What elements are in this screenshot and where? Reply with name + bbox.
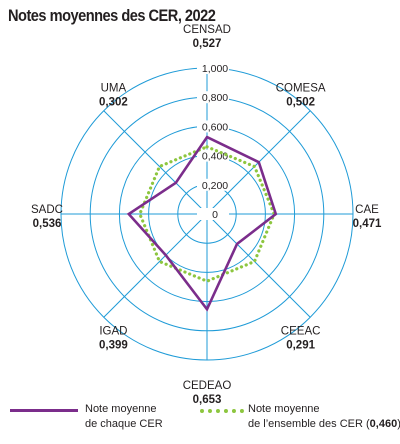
category-value-label: 0,527 bbox=[193, 38, 222, 50]
legend-text: ) bbox=[397, 418, 400, 430]
tick-label-bg bbox=[197, 62, 229, 74]
category-label: IGAD bbox=[99, 326, 127, 338]
category-value-label: 0,502 bbox=[286, 96, 315, 108]
legend-text: de l’ensemble des CER ( bbox=[248, 418, 370, 430]
grid-spoke bbox=[206, 213, 311, 318]
chart-title: Notes moyennes des CER, 2022 bbox=[8, 6, 216, 25]
legend-label-cer: Note moyenne de chaque CER bbox=[85, 402, 163, 432]
grid-spoke bbox=[103, 110, 208, 215]
tick-label-bg bbox=[197, 208, 229, 220]
category-value-label: 0,399 bbox=[99, 340, 128, 352]
legend-line: Note moyenne bbox=[248, 403, 320, 415]
category-label: SADC bbox=[31, 204, 63, 216]
tick-label: 0,400 bbox=[202, 151, 228, 163]
category-label: CENSAD bbox=[183, 24, 231, 36]
category-label: CEEAC bbox=[281, 326, 321, 338]
tick-label-bg bbox=[197, 120, 229, 133]
legend-swatch-dotted bbox=[200, 409, 244, 413]
category-label: CEDEAO bbox=[183, 380, 232, 392]
category-label: COMESA bbox=[276, 82, 326, 94]
tick-label: 0,800 bbox=[202, 92, 228, 104]
tick-label: 0,600 bbox=[202, 121, 228, 133]
series bbox=[126, 135, 278, 312]
category-value-label: 0,653 bbox=[193, 394, 222, 406]
legend-line: de chaque CER bbox=[85, 418, 163, 430]
legend-average-value: 0,460 bbox=[369, 418, 398, 430]
tick-label: 0 bbox=[212, 209, 218, 221]
tick-label-bg bbox=[197, 178, 229, 191]
tick-label: 1,000 bbox=[202, 63, 228, 75]
legend-line: de l’ensemble des CER (0,460) bbox=[248, 417, 400, 432]
grid-spoke bbox=[103, 213, 208, 318]
tick-label-bg bbox=[197, 91, 229, 104]
legend-swatch-solid bbox=[10, 409, 78, 412]
category-label: UMA bbox=[101, 82, 127, 94]
category-labels: CENSAD 0,527 COMESA 0,502 CAE 0,471 CEEAC 0,291… bbox=[31, 24, 382, 406]
tick-label: 0,200 bbox=[202, 180, 228, 192]
category-label: CAE bbox=[355, 204, 379, 216]
tick-labels: 0 0,200 0,400 0,600 0,800 1,000 bbox=[197, 62, 229, 221]
series-line-cer bbox=[126, 135, 278, 312]
legend-line: Note moyenne bbox=[85, 403, 157, 415]
category-value-label: 0,302 bbox=[99, 96, 128, 108]
category-value-label: 0,536 bbox=[33, 218, 62, 230]
legend-label-average: Note moyenne de l’ensemble des CER (0,46… bbox=[248, 402, 400, 432]
series-line-average bbox=[138, 145, 276, 283]
category-value-label: 0,291 bbox=[286, 340, 315, 352]
category-value-label: 0,471 bbox=[353, 218, 382, 230]
